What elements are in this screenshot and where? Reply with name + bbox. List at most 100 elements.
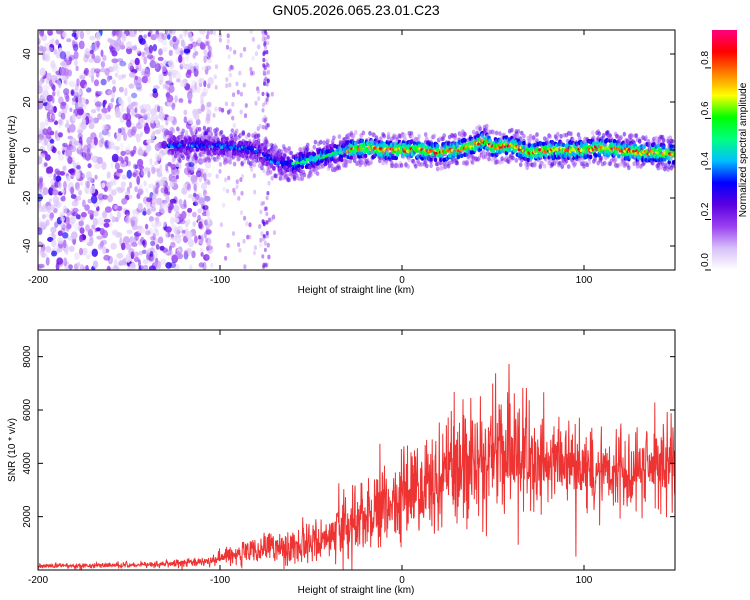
spectrogram-cell (72, 207, 79, 213)
spectrogram-cell (264, 138, 269, 144)
spectrogram-cell (239, 177, 243, 183)
spectrogram-cell (214, 85, 218, 90)
spectrogram-cell (51, 250, 58, 257)
spectrogram-cell (63, 88, 70, 96)
spectrogram-cell (193, 62, 199, 69)
spectrogram-cell (95, 32, 101, 41)
spectrogram-cell (455, 160, 460, 166)
spectrogram-cell (133, 251, 139, 258)
spectrogram-cell (339, 154, 344, 159)
spectrogram-cell (198, 221, 203, 229)
spectrogram-cell (146, 208, 152, 215)
spectrogram-cell (287, 177, 292, 183)
spectrogram-cell (170, 216, 175, 225)
spectrogram-cell (111, 79, 116, 85)
spectrogram-cell (170, 163, 177, 170)
spectrogram-cell (138, 117, 145, 124)
spectrogram-cell (198, 82, 203, 87)
spectrogram-cell (195, 65, 199, 71)
spectrogram-cell (228, 159, 232, 165)
spectrogram-cell (241, 130, 246, 135)
spectrogram-cell (264, 263, 268, 268)
spectrogram-cell (65, 223, 70, 232)
spectrogram-cell (242, 82, 246, 88)
spectrogram-cell (511, 155, 515, 161)
spectrogram-cell (485, 123, 489, 129)
spectrogram-cell (75, 170, 80, 180)
spectrogram-cell (151, 206, 157, 212)
spectrogram-cell (38, 127, 42, 134)
spectrogram-cell (619, 135, 623, 140)
spectrogram-cell (192, 201, 198, 206)
spectrogram-cell (546, 140, 550, 146)
spectrogram-cell (417, 133, 421, 139)
spectrogram-cell (587, 160, 592, 166)
spectrogram-cell (107, 194, 114, 203)
spectrogram-cell (395, 136, 400, 142)
spectrogram-cell (160, 258, 167, 266)
spectrogram-cell (66, 175, 71, 182)
spectrogram-cell (363, 153, 368, 159)
spectrogram-cell (305, 146, 310, 152)
spectrogram-cell (125, 253, 132, 263)
spectrogram-cell (228, 46, 233, 52)
spectrogram-cell (110, 181, 114, 187)
spectrogram-cell (152, 44, 158, 52)
spectrogram-cell (329, 163, 334, 169)
spectrogram-cell (187, 238, 195, 248)
spectrogram-cell (107, 37, 113, 43)
spectrogram-cell (124, 191, 130, 197)
spectrogram-cell (139, 131, 144, 137)
spectrogram-cell (155, 221, 162, 227)
spectrogram-cell (182, 42, 186, 49)
x-tick-label: -200 (28, 575, 48, 586)
spectrogram-cell (161, 47, 168, 52)
spectrogram-cell (432, 133, 437, 139)
spectrogram-cell (514, 158, 519, 163)
spectrogram-cell (168, 49, 173, 57)
spectrogram-cell (264, 116, 268, 122)
spectrogram-cell (64, 92, 69, 99)
spectrogram-cell (187, 194, 194, 199)
spectrogram-cell (137, 202, 143, 211)
spectrogram-cell (644, 134, 648, 140)
spectrogram-cell (148, 183, 155, 189)
spectrogram-cell (127, 128, 134, 138)
spectrogram-cell (300, 164, 305, 169)
spectrogram-cell (116, 168, 124, 174)
snr-series-line (38, 363, 675, 570)
spectrogram-cell (167, 88, 171, 96)
spectrogram-x-label: Height of straight line (km) (298, 285, 415, 296)
spectrogram-cell (627, 165, 631, 171)
spectrogram-cell (386, 131, 391, 137)
spectrogram-cell (39, 121, 46, 130)
spectrogram-cell (161, 140, 168, 149)
spectrogram-cell (144, 69, 151, 78)
spectrogram-cell (87, 198, 93, 204)
spectrogram-cell (597, 131, 602, 137)
colorbar-tick-label: 0.8 (700, 51, 711, 65)
spectrogram-cell (212, 30, 217, 36)
spectrogram-cell (71, 101, 76, 106)
spectrogram-cell (176, 78, 181, 83)
spectrogram-cell (62, 142, 68, 148)
spectrogram-cell (68, 80, 76, 88)
spectrogram-cell (121, 34, 126, 40)
spectrogram-cell (106, 265, 111, 270)
spectrogram-cell (266, 78, 270, 83)
spectrogram-cell (231, 231, 236, 236)
spectrogram-cell (135, 169, 140, 177)
spectrogram-cell (203, 80, 207, 88)
spectrogram-cell (75, 195, 82, 201)
spectrogram-cell (134, 164, 139, 169)
spectrogram-cell (263, 240, 267, 246)
spectrogram-cell (169, 198, 177, 204)
spectrogram-cell (266, 242, 270, 248)
spectrogram-cell (126, 169, 132, 179)
spectrogram-cell (270, 175, 274, 181)
spectrogram-cell (174, 211, 181, 220)
spectrogram-cell (70, 145, 77, 153)
spectrogram-cell (167, 115, 174, 122)
spectrogram-cell (225, 83, 229, 89)
colorbar-ticks: 0.00.20.40.60.8 (700, 51, 711, 271)
